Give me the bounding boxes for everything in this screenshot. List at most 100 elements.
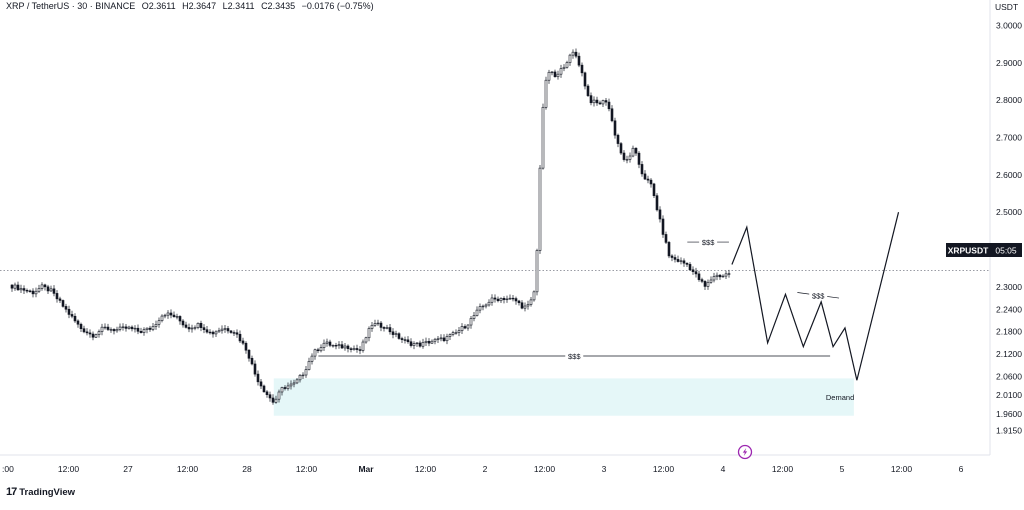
x-tick-label: 28 [242, 464, 252, 474]
candle [10, 284, 14, 292]
candle [142, 327, 146, 336]
liquidity-line[interactable]: $$$ [687, 237, 729, 248]
candle [424, 337, 428, 347]
candle [703, 280, 707, 290]
candle [478, 303, 482, 314]
tradingview-brand[interactable]: 17 TradingView [6, 486, 75, 498]
candle [679, 257, 683, 265]
candle [286, 382, 290, 391]
candle [697, 270, 701, 282]
candle [439, 334, 443, 342]
ohlc-high: H2.3647 [182, 1, 217, 11]
y-tick-label: 2.8000 [996, 95, 1022, 105]
candle [25, 288, 29, 294]
candle [346, 344, 350, 353]
candle [667, 240, 671, 259]
candle [52, 285, 56, 297]
y-tick-label: 2.2400 [996, 304, 1022, 314]
candle [226, 325, 230, 334]
candle [331, 344, 335, 348]
candle [418, 340, 422, 348]
candle [715, 272, 719, 281]
x-tick-label: 12:00 [415, 464, 437, 474]
candle [385, 324, 389, 330]
candle [373, 319, 377, 327]
candle [457, 326, 461, 337]
candle [574, 48, 578, 59]
candle [673, 254, 677, 263]
projection-path[interactable] [731, 212, 900, 381]
candle [631, 145, 635, 158]
candle [91, 331, 95, 341]
candle [31, 288, 35, 298]
candle [499, 297, 503, 303]
x-tick-label: 3 [602, 464, 607, 474]
lightning-icon[interactable] [737, 444, 753, 460]
candle [253, 360, 257, 377]
price-tag-symbol: XRPUSDT [948, 246, 989, 256]
ohlc-open: O2.3611 [141, 1, 176, 11]
candle [637, 151, 641, 169]
candle [652, 182, 656, 198]
candle [442, 334, 446, 343]
candle [646, 175, 650, 184]
candle [607, 98, 611, 112]
candle [487, 299, 491, 307]
last-price-tag: XRPUSDT 05:05 [946, 243, 1022, 257]
candle [88, 329, 92, 338]
y-tick-label: 2.1800 [996, 327, 1022, 337]
x-tick-label: 12:00 [653, 464, 675, 474]
candle [97, 329, 101, 338]
candle [523, 302, 527, 312]
candle [379, 321, 383, 332]
candle [241, 337, 245, 346]
candle [115, 326, 119, 333]
candle [79, 322, 83, 333]
candle [496, 296, 500, 303]
x-tick-label: 12:00 [58, 464, 80, 474]
candle [46, 284, 50, 295]
candle [466, 324, 470, 331]
candle [718, 273, 722, 280]
candle [49, 285, 53, 292]
candle [58, 296, 62, 304]
candle [469, 315, 473, 329]
candle [145, 327, 149, 334]
candle [595, 96, 599, 106]
candle [289, 380, 293, 390]
candle [76, 319, 80, 328]
y-tick-label: 2.1200 [996, 349, 1022, 359]
candle [562, 64, 566, 72]
candle [694, 267, 698, 278]
candle [64, 303, 68, 313]
x-tick-label: 5 [840, 464, 845, 474]
y-tick-label: 2.0600 [996, 372, 1022, 382]
candle [340, 340, 344, 349]
liquidity-line[interactable]: $$$ [797, 290, 840, 301]
candle [262, 384, 266, 393]
demand-zone[interactable] [273, 378, 854, 416]
candle [73, 313, 77, 323]
candle [505, 295, 509, 303]
candle [391, 328, 395, 339]
candle [223, 324, 227, 333]
candle [103, 323, 107, 330]
x-tick-label: 27 [123, 464, 133, 474]
y-tick-label: 2.0100 [996, 390, 1022, 400]
candle [280, 386, 284, 396]
x-tick-label: Mar [358, 464, 374, 474]
candle [520, 300, 524, 310]
candle [709, 276, 713, 284]
candle [208, 329, 212, 335]
candle [583, 71, 587, 90]
candle [301, 372, 305, 380]
axis-currency-label: USDT [995, 2, 1018, 12]
candle [316, 347, 320, 354]
candle [454, 329, 458, 335]
liquidity-line[interactable]: $$$ [318, 350, 831, 361]
candle [184, 321, 188, 329]
candle [550, 71, 554, 76]
candle [190, 324, 194, 333]
